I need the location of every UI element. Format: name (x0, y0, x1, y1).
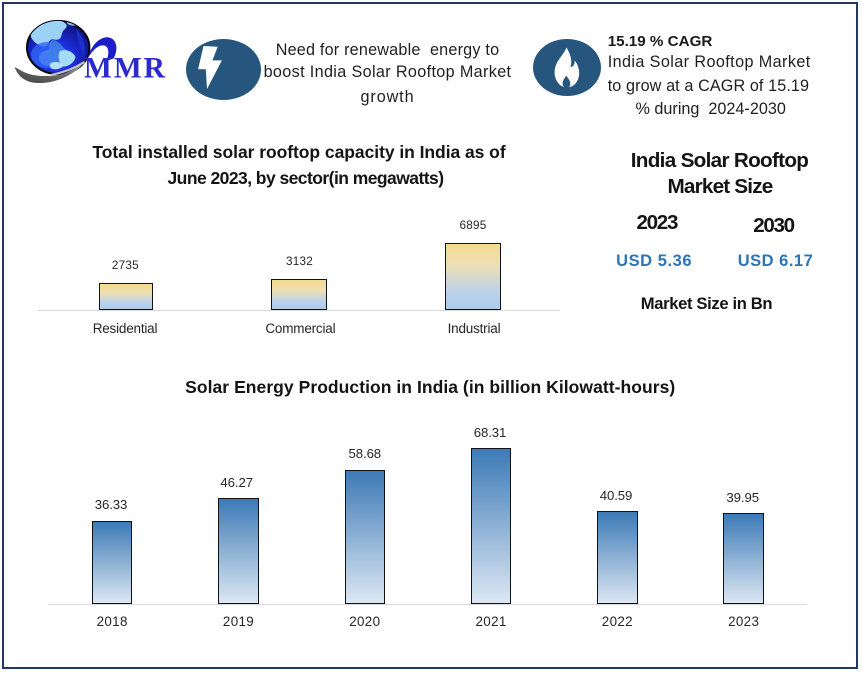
svg-text:MMR: MMR (84, 53, 167, 85)
